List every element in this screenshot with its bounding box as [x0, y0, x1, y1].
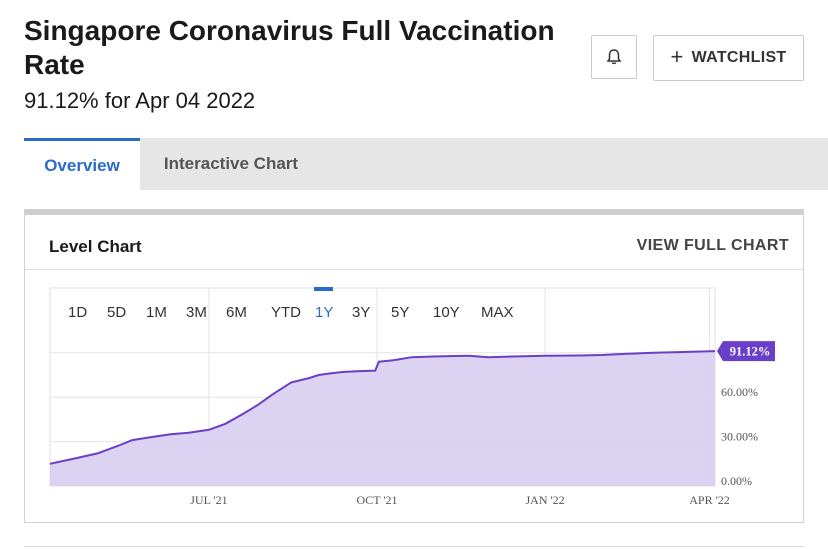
- last-value-marker: 91.12%: [717, 341, 775, 362]
- section-divider: [24, 546, 804, 547]
- range-button-6m[interactable]: 6M: [226, 304, 247, 321]
- range-button-ytd[interactable]: YTD: [271, 304, 301, 321]
- y-tick-label: 30.00%: [721, 430, 758, 444]
- x-tick-label: APR '22: [689, 493, 730, 507]
- active-range-indicator: [314, 287, 333, 291]
- range-button-1d[interactable]: 1D: [68, 304, 87, 321]
- bell-icon: [606, 49, 622, 65]
- x-tick-label: JUL '21: [190, 493, 227, 507]
- y-tick-label: 60.00%: [721, 385, 758, 399]
- last-value-badge: [717, 341, 775, 362]
- range-button-5y[interactable]: 5Y: [391, 304, 409, 321]
- tab-interactive-chart[interactable]: Interactive Chart: [163, 154, 299, 173]
- page-title: Singapore Coronavirus Full Vaccination R…: [24, 15, 555, 80]
- range-button-3m[interactable]: 3M: [186, 304, 207, 321]
- latest-value: 91.12% for Apr 04 2022: [24, 88, 256, 113]
- range-button-3y[interactable]: 3Y: [352, 304, 370, 321]
- view-full-chart-link[interactable]: VIEW FULL CHART: [636, 237, 789, 254]
- watchlist-button[interactable]: + WATCHLIST: [653, 35, 804, 81]
- level-chart-card: Level Chart VIEW FULL CHART 0.00% 30.00% 6…: [24, 209, 804, 523]
- card-divider: [25, 269, 803, 270]
- range-button-max[interactable]: MAX: [481, 304, 514, 321]
- range-button-10y[interactable]: 10Y: [433, 304, 460, 321]
- chart: 0.00% 30.00% 60.00% JUL '21 OCT '21 JAN '22 AP…: [49, 287, 775, 507]
- tab-overview[interactable]: Overview: [24, 138, 140, 190]
- card-title: Level Chart: [49, 237, 142, 256]
- tab-bar: Overview Interactive Chart: [24, 138, 828, 190]
- plus-icon: +: [670, 44, 684, 69]
- range-button-5d[interactable]: 5D: [107, 304, 126, 321]
- x-tick-label: JAN '22: [526, 493, 565, 507]
- last-value-label: 91.12%: [730, 345, 771, 359]
- x-tick-label: OCT '21: [357, 493, 398, 507]
- range-button-1y[interactable]: 1Y: [315, 304, 333, 321]
- watchlist-label: WATCHLIST: [691, 49, 787, 66]
- series-area: [50, 351, 715, 486]
- range-button-1m[interactable]: 1M: [146, 304, 167, 321]
- alert-button[interactable]: [591, 35, 637, 79]
- y-tick-label: 0.00%: [721, 474, 752, 488]
